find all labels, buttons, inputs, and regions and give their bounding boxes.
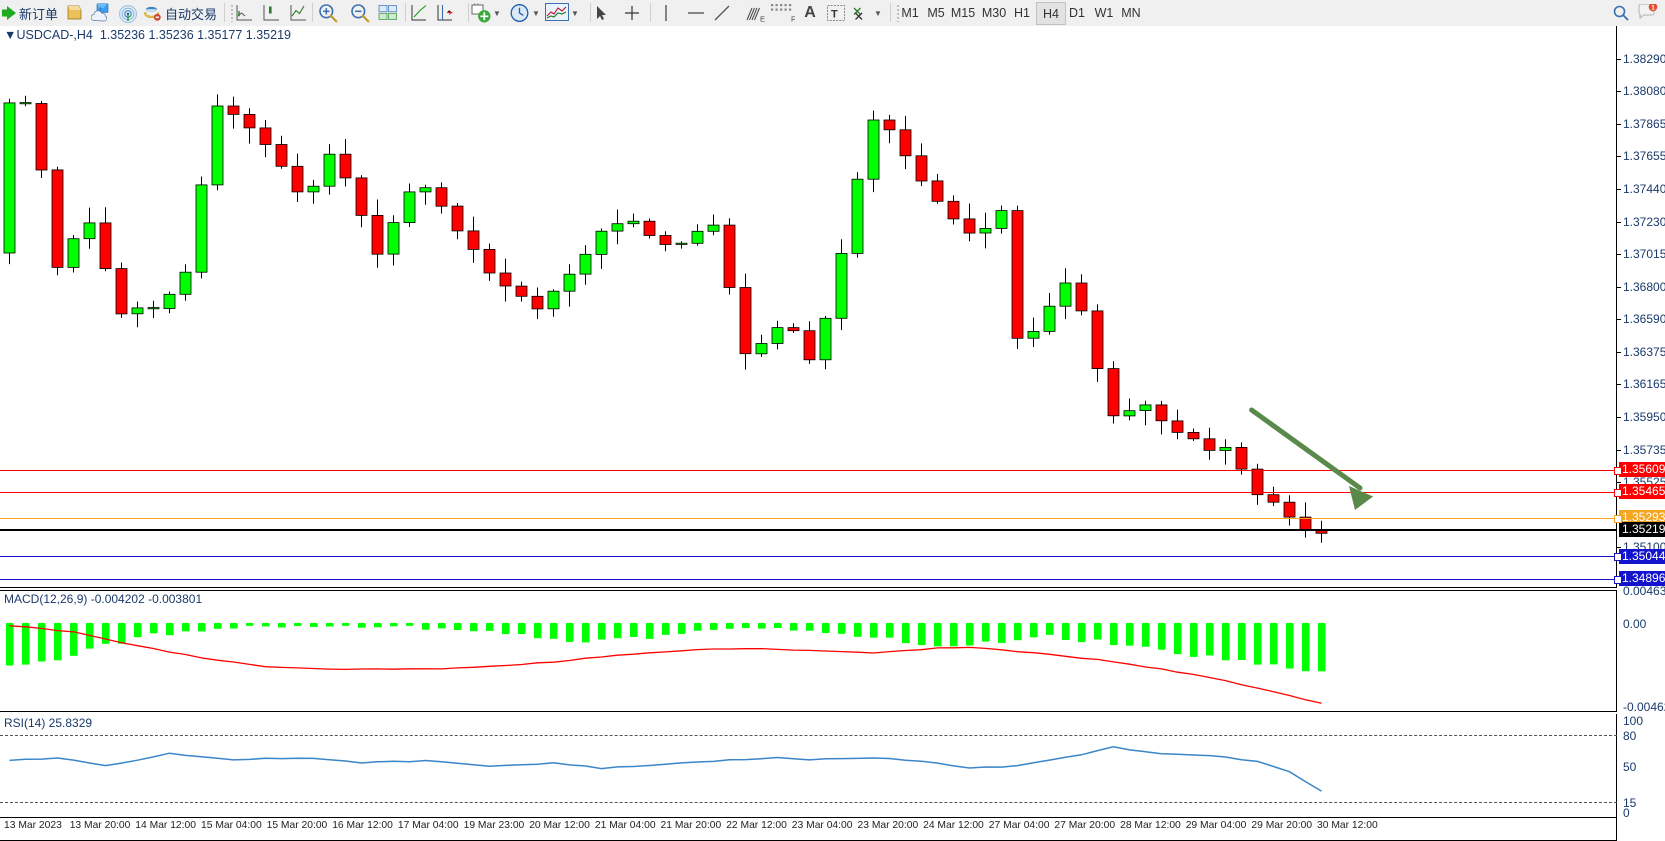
svg-text:1: 1 <box>1651 5 1655 12</box>
svg-text:T: T <box>831 9 838 21</box>
svg-text:F: F <box>791 15 795 23</box>
svg-text:E: E <box>760 15 765 23</box>
